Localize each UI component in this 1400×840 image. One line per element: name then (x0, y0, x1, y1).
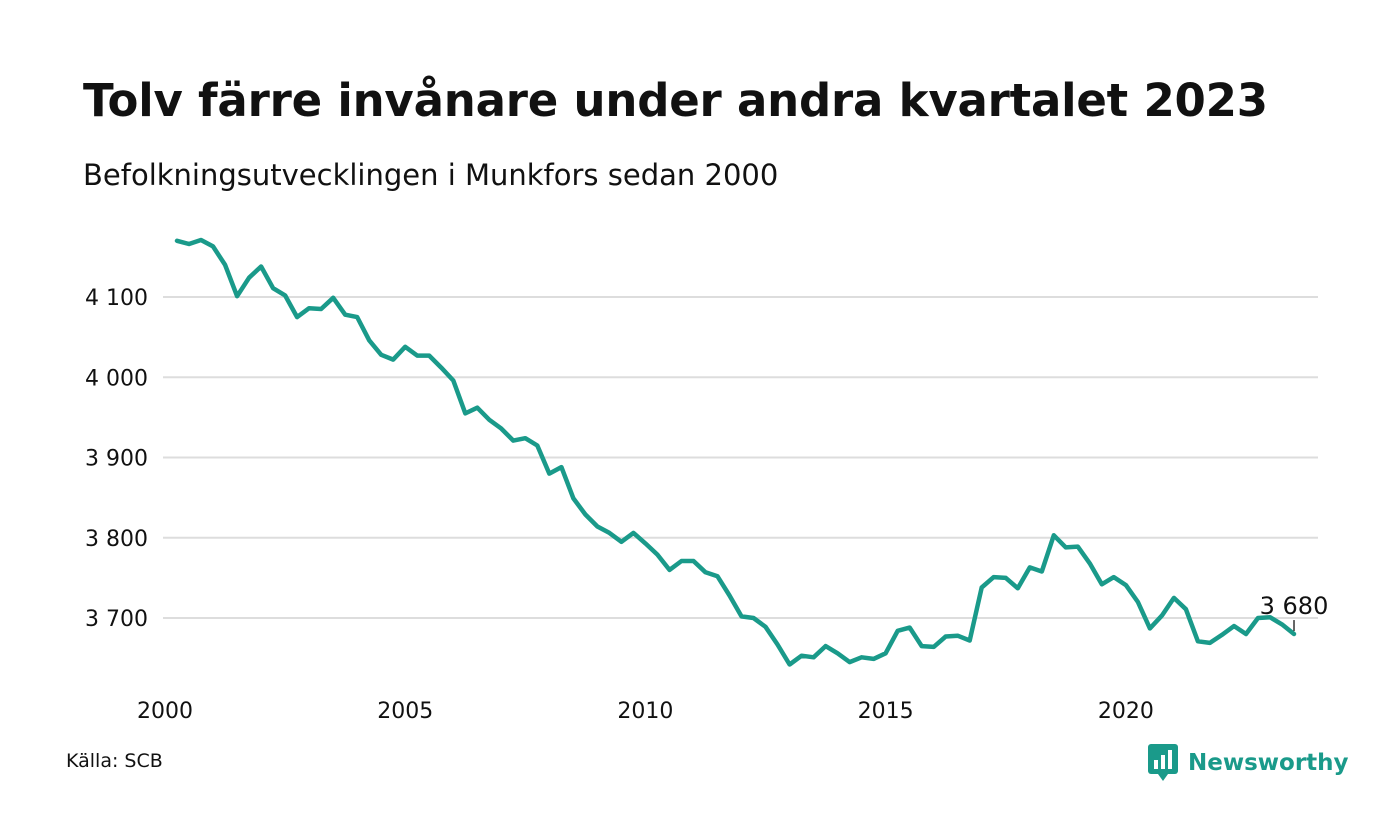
last-value-label: 3 680 (1260, 592, 1329, 620)
gridlines (163, 296, 1318, 619)
y-tick-label: 4 100 (85, 286, 148, 311)
x-tick-label: 2015 (858, 699, 914, 724)
y-tick-label: 3 700 (85, 607, 148, 632)
y-axis-ticks: 3 700 3 800 3 900 4 000 4 100 (85, 286, 148, 632)
source-note: Källa: SCB (66, 750, 163, 772)
x-tick-label: 2005 (377, 699, 433, 724)
newsworthy-logo-icon (1148, 744, 1178, 781)
chart-subtitle: Befolkningsutvecklingen i Munkfors sedan… (83, 158, 779, 192)
x-tick-label: 2020 (1098, 699, 1154, 724)
x-tick-label: 2000 (137, 699, 193, 724)
x-axis-ticks: 2000 2005 2010 2015 2020 (137, 699, 1154, 724)
y-tick-label: 3 900 (85, 447, 148, 472)
annotations: 3 680 (1260, 592, 1329, 632)
series-group (174, 237, 1297, 667)
chart-title: Tolv färre invånare under andra kvartale… (83, 74, 1268, 127)
brand-logo[interactable]: Newsworthy (1148, 743, 1349, 783)
x-tick-label: 2010 (617, 699, 673, 724)
brand-name: Newsworthy (1188, 750, 1349, 776)
y-tick-label: 4 000 (85, 366, 148, 391)
series-line (174, 237, 1297, 667)
y-tick-label: 3 800 (85, 527, 148, 552)
